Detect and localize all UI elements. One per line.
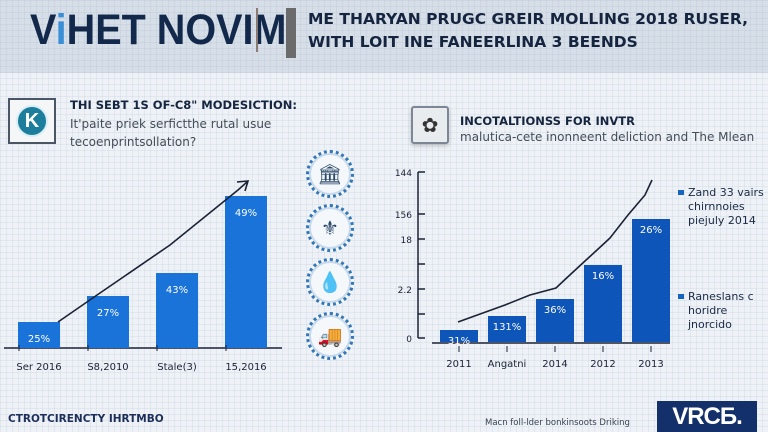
vehicle-icon: 🚚 — [306, 312, 354, 360]
k-logo-icon: K — [8, 98, 56, 144]
building-icon: 🏛 — [306, 150, 354, 198]
x-tick-label: 2012 — [590, 359, 615, 370]
bar-label: 131% — [493, 322, 522, 333]
badge-column: 🏛 ⚜ 💧 🚚 — [302, 150, 358, 366]
bar — [18, 322, 60, 348]
logo: ViHET NOVIM — [30, 6, 287, 54]
legend-item-1: Zand 33 vairs chirnnoies piejuly 2014 — [678, 186, 768, 228]
bar-label: 43% — [166, 285, 188, 296]
k-circle: K — [16, 105, 48, 137]
bar-label: 49% — [235, 208, 257, 219]
bar — [632, 219, 670, 342]
logo-divider — [256, 8, 258, 52]
trend-line — [57, 181, 248, 323]
bar-label: 27% — [97, 308, 119, 319]
x-tick-label: S8,2010 — [87, 362, 128, 373]
bar — [87, 296, 129, 348]
bar-label: 31% — [448, 336, 470, 347]
chart-legend: Zand 33 vairs chirnnoies piejuly 2014 Ra… — [678, 186, 768, 332]
bar-label: 36% — [544, 305, 566, 316]
left-panel-heading: THI SEBT 1S OF-C8" MODESICTION: — [70, 98, 298, 112]
legend-swatch — [678, 294, 684, 299]
trend-line — [457, 179, 653, 323]
y-tick-label: 0 — [406, 335, 412, 345]
title-line-1: ME THARYAN PRUGC GREIR MOLLING 2018 RUSE… — [308, 10, 748, 28]
bar — [488, 316, 526, 342]
footer-caption: Macn foll-lder bonkinsoots Driking — [485, 418, 630, 428]
legend-item-2: Raneslans c horidre jnorcido — [678, 290, 768, 332]
y-tick-label: 156 — [395, 211, 412, 221]
y-tick-label: 144 — [395, 169, 412, 179]
right-panel-heading: INCOTALTIONSS FOR INVTR — [460, 114, 635, 128]
header-band — [0, 0, 768, 73]
page-title: ME THARYAN PRUGC GREIR MOLLING 2018 RUSE… — [308, 8, 758, 54]
bar-label: 25% — [28, 334, 50, 345]
x-tick-label: Stale(3) — [157, 362, 197, 373]
legend-swatch — [678, 190, 684, 195]
x-tick-label: 2014 — [542, 359, 567, 370]
x-tick-label: 2011 — [446, 359, 471, 370]
bar — [156, 273, 198, 348]
bar — [225, 196, 267, 348]
brand-logo: VRCБ. — [657, 401, 757, 432]
bar — [584, 265, 622, 342]
x-tick-label: Angatni — [488, 359, 527, 370]
flower-icon: ✿ — [411, 106, 449, 144]
right-bar-chart: 0 2.2 18 156 144 31% 2011 131% Angatni 36% 2014 16%… — [395, 169, 670, 370]
y-tick-label: 18 — [401, 236, 413, 246]
bar — [536, 299, 574, 342]
bar-label: 16% — [592, 271, 614, 282]
seal-icon: ⚜ — [306, 204, 354, 252]
footer-left-text: CTROTCIRENCTY IHRTMBO — [8, 413, 164, 425]
bar-label: 26% — [640, 225, 662, 236]
x-tick-label: 15,2016 — [225, 362, 266, 373]
x-tick-label: 2013 — [638, 359, 663, 370]
trend-arrowhead — [236, 180, 250, 192]
title-line-2: WITH LOIT INE FANEERLINA 3 BEENDS — [308, 33, 638, 51]
y-tick-label: 2.2 — [398, 286, 412, 296]
left-panel-subtitle: It'paite priek serfictthe rutal usue tec… — [70, 117, 272, 149]
left-bar-chart: 25% Ser 2016 27% S8,2010 43% Stale(3) 49% 15,20… — [4, 180, 282, 373]
right-panel-subtitle: malutica-cete inonneent deliction and Th… — [460, 130, 755, 144]
bar — [440, 330, 478, 342]
water-drop-icon: 💧 — [306, 258, 354, 306]
x-tick-label: Ser 2016 — [16, 362, 61, 373]
title-accent-bar — [286, 8, 296, 58]
